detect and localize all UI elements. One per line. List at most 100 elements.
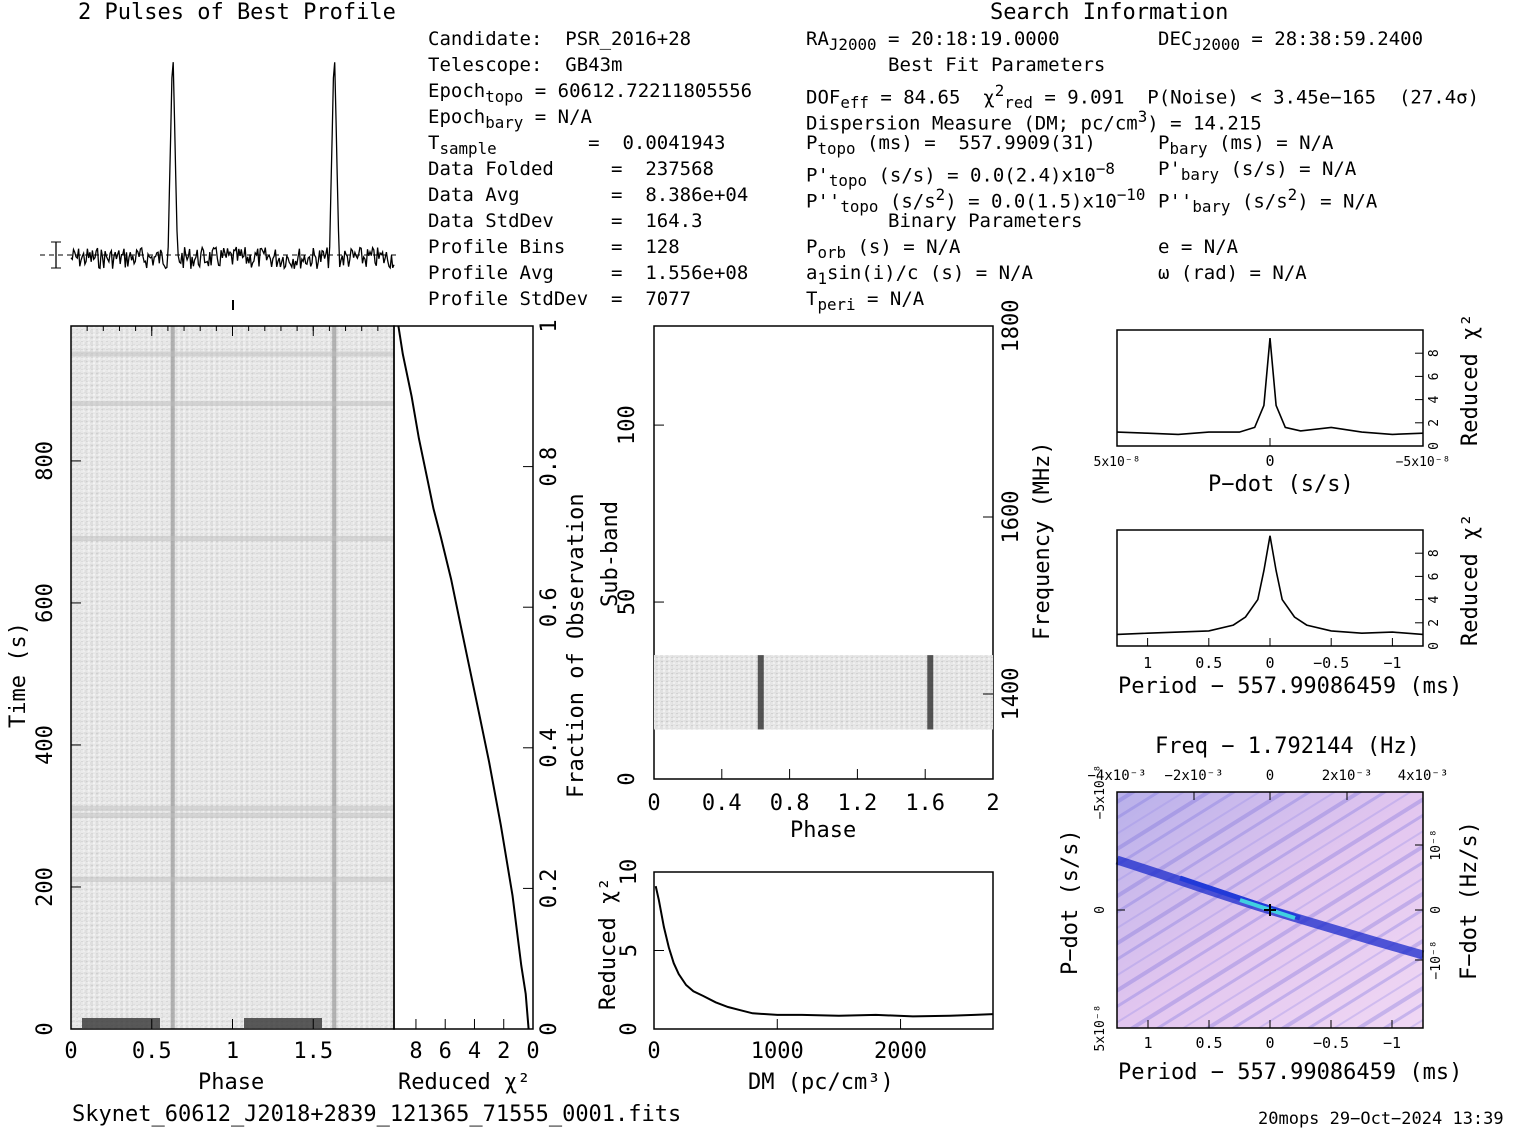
time-phase-heatmap: 0 0.5 1 1.5 0 200 400 600 800 [33, 325, 395, 1064]
per-x-label: Period − 557.99086459 (ms) [1118, 674, 1463, 699]
series-line [1116, 535, 1424, 636]
time-chi2-plot: 8 6 4 2 000.20.40.60.81 [393, 319, 562, 1064]
y-tick-label: 0 [1427, 442, 1442, 450]
time-band [71, 876, 394, 882]
time-band [71, 401, 394, 407]
gap-bar [244, 1018, 322, 1028]
y-tick-label: 0 [1093, 906, 1108, 914]
x-tick-label: 4 [468, 1039, 481, 1064]
pp-title: Freq − 1.792144 (Hz) [1155, 734, 1420, 759]
x-tick-label: 8 [409, 1039, 422, 1064]
subband-phase-plot: 0 0.4 0.8 1.2 1.6 2 0 50 100 1400 1600 1800 [615, 300, 1024, 816]
a1sini: a1sin(i)/c (s) = N/A [806, 262, 1033, 288]
dm-x-label: DM (pc/cm³) [748, 1070, 894, 1095]
tchi-x-label: Reduced χ² [398, 1070, 531, 1095]
top-tick-label: −2x10⁻³ [1164, 768, 1223, 784]
t-peri: Tperi = N/A [806, 288, 925, 314]
series-line [1116, 338, 1424, 436]
timestamp: 20mops 29−Oct−2024 13:39 [1258, 1109, 1504, 1129]
profile-line [70, 62, 395, 271]
dm-chi2-plot: 0 1000 2000 0 5 10 [617, 859, 994, 1064]
x-tick-label: 0 [526, 1039, 539, 1064]
sb-x-label: Phase [790, 818, 857, 843]
eccentricity: e = N/A [1158, 236, 1239, 258]
period-chi2-plot: 1 0.5 0 −0.5 −1 0 2 4 6 8 [1116, 529, 1442, 672]
x-tick-label: 1000 [751, 1039, 804, 1064]
pulse-track [927, 655, 934, 730]
x-tick-label: 0 [647, 791, 660, 816]
x-tick-label: 0.5 [132, 1039, 172, 1064]
dof-chi2: DOFeff = 84.65 χ2red = 9.091 P(Noise) < … [806, 81, 1480, 113]
right-tick-label: 0 [1429, 906, 1444, 914]
y-tick-label: 0.8 [537, 447, 562, 487]
top-tick-label: 2x10⁻³ [1322, 768, 1373, 784]
telescope-label: Telescope: GB43m [428, 54, 623, 76]
pdot-chi2-plot: 5x10⁻⁸ 0 −5x10⁻⁸ 0 2 4 6 8 [1094, 329, 1450, 470]
y-tick-label: 8 [1427, 549, 1442, 557]
x-tick-label: −1 [1383, 654, 1401, 672]
epoch-topo: Epochtopo = 60612.72211805556 [428, 80, 753, 106]
profile-bins: Profile Bins = 128 [428, 236, 680, 258]
profile-title: 2 Pulses of Best Profile [78, 0, 396, 25]
x-tick-label: 1 [226, 1039, 239, 1064]
top-tick-label: 0 [1266, 768, 1274, 784]
profile-stddev: Profile StdDev = 7077 [428, 288, 692, 310]
y-tick-label: 0.6 [537, 587, 562, 627]
x-tick-label: 2 [497, 1039, 510, 1064]
search-info-title: Search Information [990, 0, 1229, 25]
x-tick-label: −0.5 [1313, 654, 1349, 672]
y-tick-label: 400 [33, 725, 58, 765]
frequency-axis-label: Frequency (MHz) [1030, 441, 1055, 640]
p-bary: Pbary (ms) = N/A [1158, 132, 1334, 158]
x-tick-label: 2000 [874, 1039, 927, 1064]
pp-x-label: Period − 557.99086459 (ms) [1118, 1060, 1463, 1085]
time-band [71, 536, 394, 542]
dm-chi2-axis-label: Reduced χ² [596, 877, 621, 1010]
y-tick-label: 5x10⁻⁸ [1093, 1005, 1108, 1052]
epoch-bary: Epochbary = N/A [428, 106, 592, 132]
p-topo: Ptopo (ms) = 557.9909(31) [806, 132, 1096, 158]
t-sample: Tsample = 0.0041943 [428, 132, 726, 158]
y-tick-label: 0.2 [537, 869, 562, 909]
y-tick-label: 200 [33, 867, 58, 907]
freq-tick-label: 1800 [999, 300, 1024, 353]
pdot-chi2-axis-label: Reduced χ² [1458, 313, 1483, 446]
freq-tick-label: 1600 [999, 491, 1024, 544]
freq-tick-label: 1400 [999, 668, 1024, 721]
fraction-axis-label: Fraction of Observation [564, 493, 589, 798]
period-chi2-axis-label: Reduced χ² [1458, 513, 1483, 646]
y-tick-label: 6 [1427, 372, 1442, 380]
right-tick-label: 10⁻⁸ [1429, 829, 1444, 860]
x-tick-label: 0 [1265, 1034, 1274, 1052]
dm-value: Dispersion Measure (DM; pc/cm3) = 14.215 [806, 107, 1262, 135]
pd-topo: P'topo (s/s) = 0.0(2.4)x10−8 [806, 159, 1115, 191]
y-tick-label: 8 [1427, 349, 1442, 357]
x-tick-label: 0 [1265, 452, 1274, 470]
x-tick-label: 0.4 [702, 791, 742, 816]
time-axis-label: Time (s) [6, 622, 31, 728]
candidate-label: Candidate: PSR_2016+28 [428, 28, 692, 50]
x-tick-label: 1.2 [838, 791, 878, 816]
ppdot-plane: 1 0.5 0 −0.5 −1 −4x10⁻³ −2x10⁻³ 0 2x10⁻³ 4x10⁻³ 5x… [1087, 765, 1448, 1052]
y-tick-label: 0 [33, 1022, 58, 1035]
profile-avg: Profile Avg = 1.556e+08 [428, 262, 749, 284]
y-tick-label: −5x10⁻⁸ [1093, 765, 1108, 820]
x-tick-label: 0 [1265, 654, 1274, 672]
y-tick-label: 5 [617, 944, 642, 957]
gap-bar [82, 1018, 160, 1028]
x-tick-label: 1 [1143, 654, 1152, 672]
pulse-track [757, 655, 764, 730]
binary-title: Binary Parameters [888, 210, 1083, 232]
y-tick-label: 0 [615, 772, 640, 785]
y-tick-label: 0 [537, 1022, 562, 1035]
tp-x-label: Phase [198, 1070, 265, 1095]
x-tick-label: 0.5 [1195, 654, 1222, 672]
y-tick-label: 0 [617, 1022, 642, 1035]
y-tick-label: 2 [1427, 419, 1442, 427]
y-tick-label: 4 [1427, 596, 1442, 604]
data-stddev: Data StdDev = 164.3 [428, 210, 703, 232]
x-tick-label: 0 [64, 1039, 77, 1064]
fits-filename: Skynet_60612_J2018+2839_121365_71555_000… [72, 1102, 682, 1127]
series-line [397, 325, 530, 1030]
